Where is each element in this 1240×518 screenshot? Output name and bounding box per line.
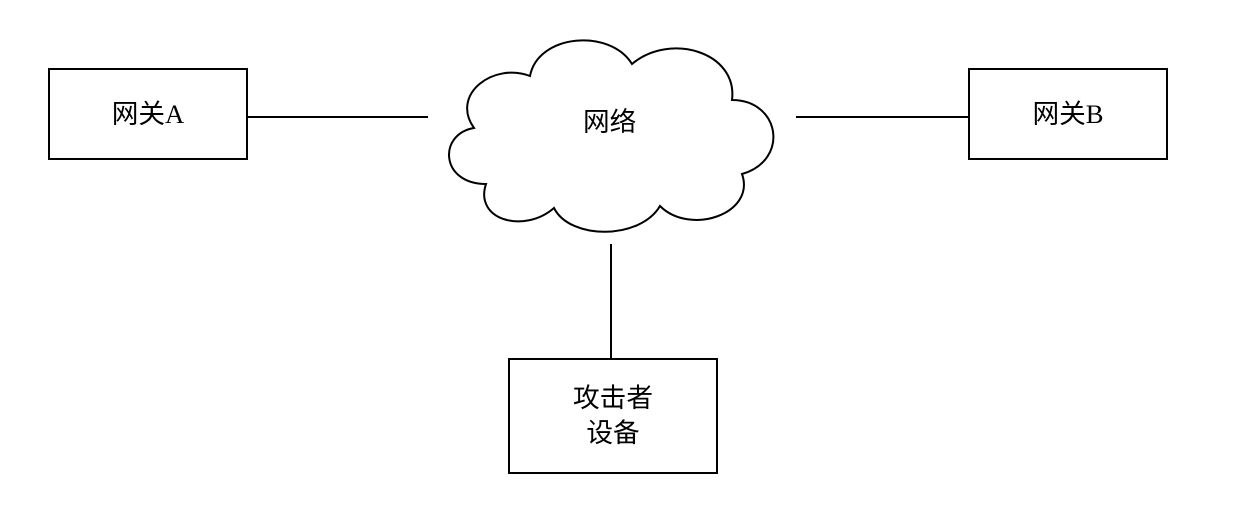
node-gateway-a-label: 网关A — [112, 97, 185, 132]
diagram-canvas: 网关A 网关B 网络 攻击者 设备 — [0, 0, 1240, 518]
node-gateway-b-label: 网关B — [1032, 97, 1103, 132]
edge-gatewayA-cloud — [248, 116, 428, 118]
node-gateway-a: 网关A — [48, 68, 248, 160]
node-gateway-b: 网关B — [968, 68, 1168, 160]
node-attacker-device-label: 攻击者 设备 — [573, 381, 653, 450]
node-network-cloud: 网络 — [420, 14, 800, 246]
node-network-cloud-label: 网络 — [583, 100, 636, 139]
edge-cloud-gatewayB — [796, 116, 968, 118]
node-attacker-device: 攻击者 设备 — [508, 358, 718, 474]
edge-cloud-attacker — [610, 244, 612, 358]
